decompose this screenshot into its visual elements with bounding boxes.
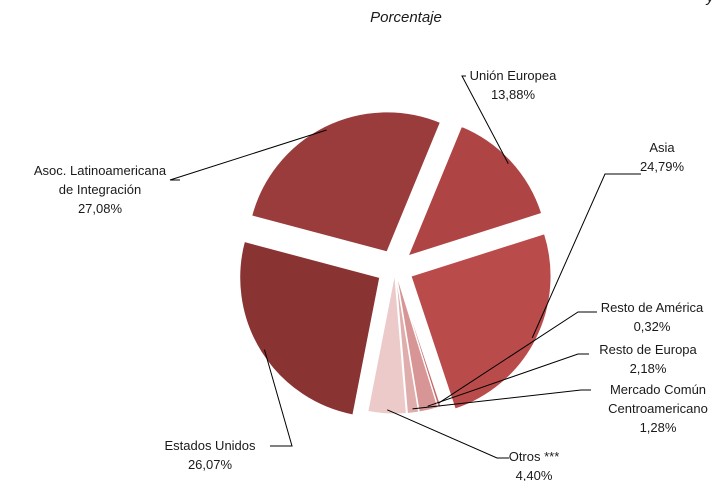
slice-name-label: Asia [649,140,675,155]
pie-slice [251,111,441,253]
leader-line [263,349,293,447]
slice-name-label: Unión Europea [470,68,557,83]
pie-slice [407,125,543,257]
slice-name-label: Asoc. Latinoamericana [34,163,167,178]
slice-name-label: Estados Unidos [164,438,256,453]
pie-slice [367,273,407,415]
slice-name-label: Otros *** [509,449,560,464]
slice-value-label: 24,79% [640,159,685,174]
pie-slice [395,273,420,415]
slice-label: Asia 24,79% [640,140,685,174]
slice-value-label: 2,18% [630,361,667,376]
pie-slice [239,240,381,416]
slice-name-label: de Integración [59,182,141,197]
slice-label: Mercado Común Centroamericano 1,28% [608,382,708,435]
slice-label: Estados Unidos 26,07% [164,438,256,472]
slice-label: Otros *** 4,40% [509,449,560,481]
leader-line [438,311,597,404]
slice-value-label: 0,32% [634,319,671,334]
pie-slices [239,111,552,416]
slice-value-label: 4,40% [516,468,553,481]
leader-line [412,389,591,410]
slice-value-label: 27,08% [78,201,123,216]
slice-label: Resto de América 0,32% [601,300,704,334]
slice-labels: Unión Europea 13,88% Asia 24,79% Resto de Am… [34,68,708,481]
pie-slice [395,273,439,413]
slice-name-label: Resto de Europa [599,342,697,357]
slice-name-label: Mercado Común [610,382,706,397]
leader-lines [169,75,641,459]
leader-line [531,173,641,339]
slice-value-label: 13,88% [491,87,536,102]
leader-line [169,129,327,181]
slice-label: Asoc. Latinoamericana de Integración 27,08… [34,163,167,216]
slice-value-label: 1,28% [640,420,677,435]
chart-title: Porcentaje [370,9,442,26]
leader-line [461,75,509,164]
slice-value-label: 26,07% [188,457,233,472]
leader-line [427,353,589,407]
chart-title-partial: y [706,0,716,6]
slice-label: Resto de Europa 2,18% [599,342,697,376]
slice-name-label: Resto de América [601,300,704,315]
slice-name-label: Centroamericano [608,401,708,416]
leader-line [387,409,509,459]
slice-label: Unión Europea 13,88% [470,68,557,102]
